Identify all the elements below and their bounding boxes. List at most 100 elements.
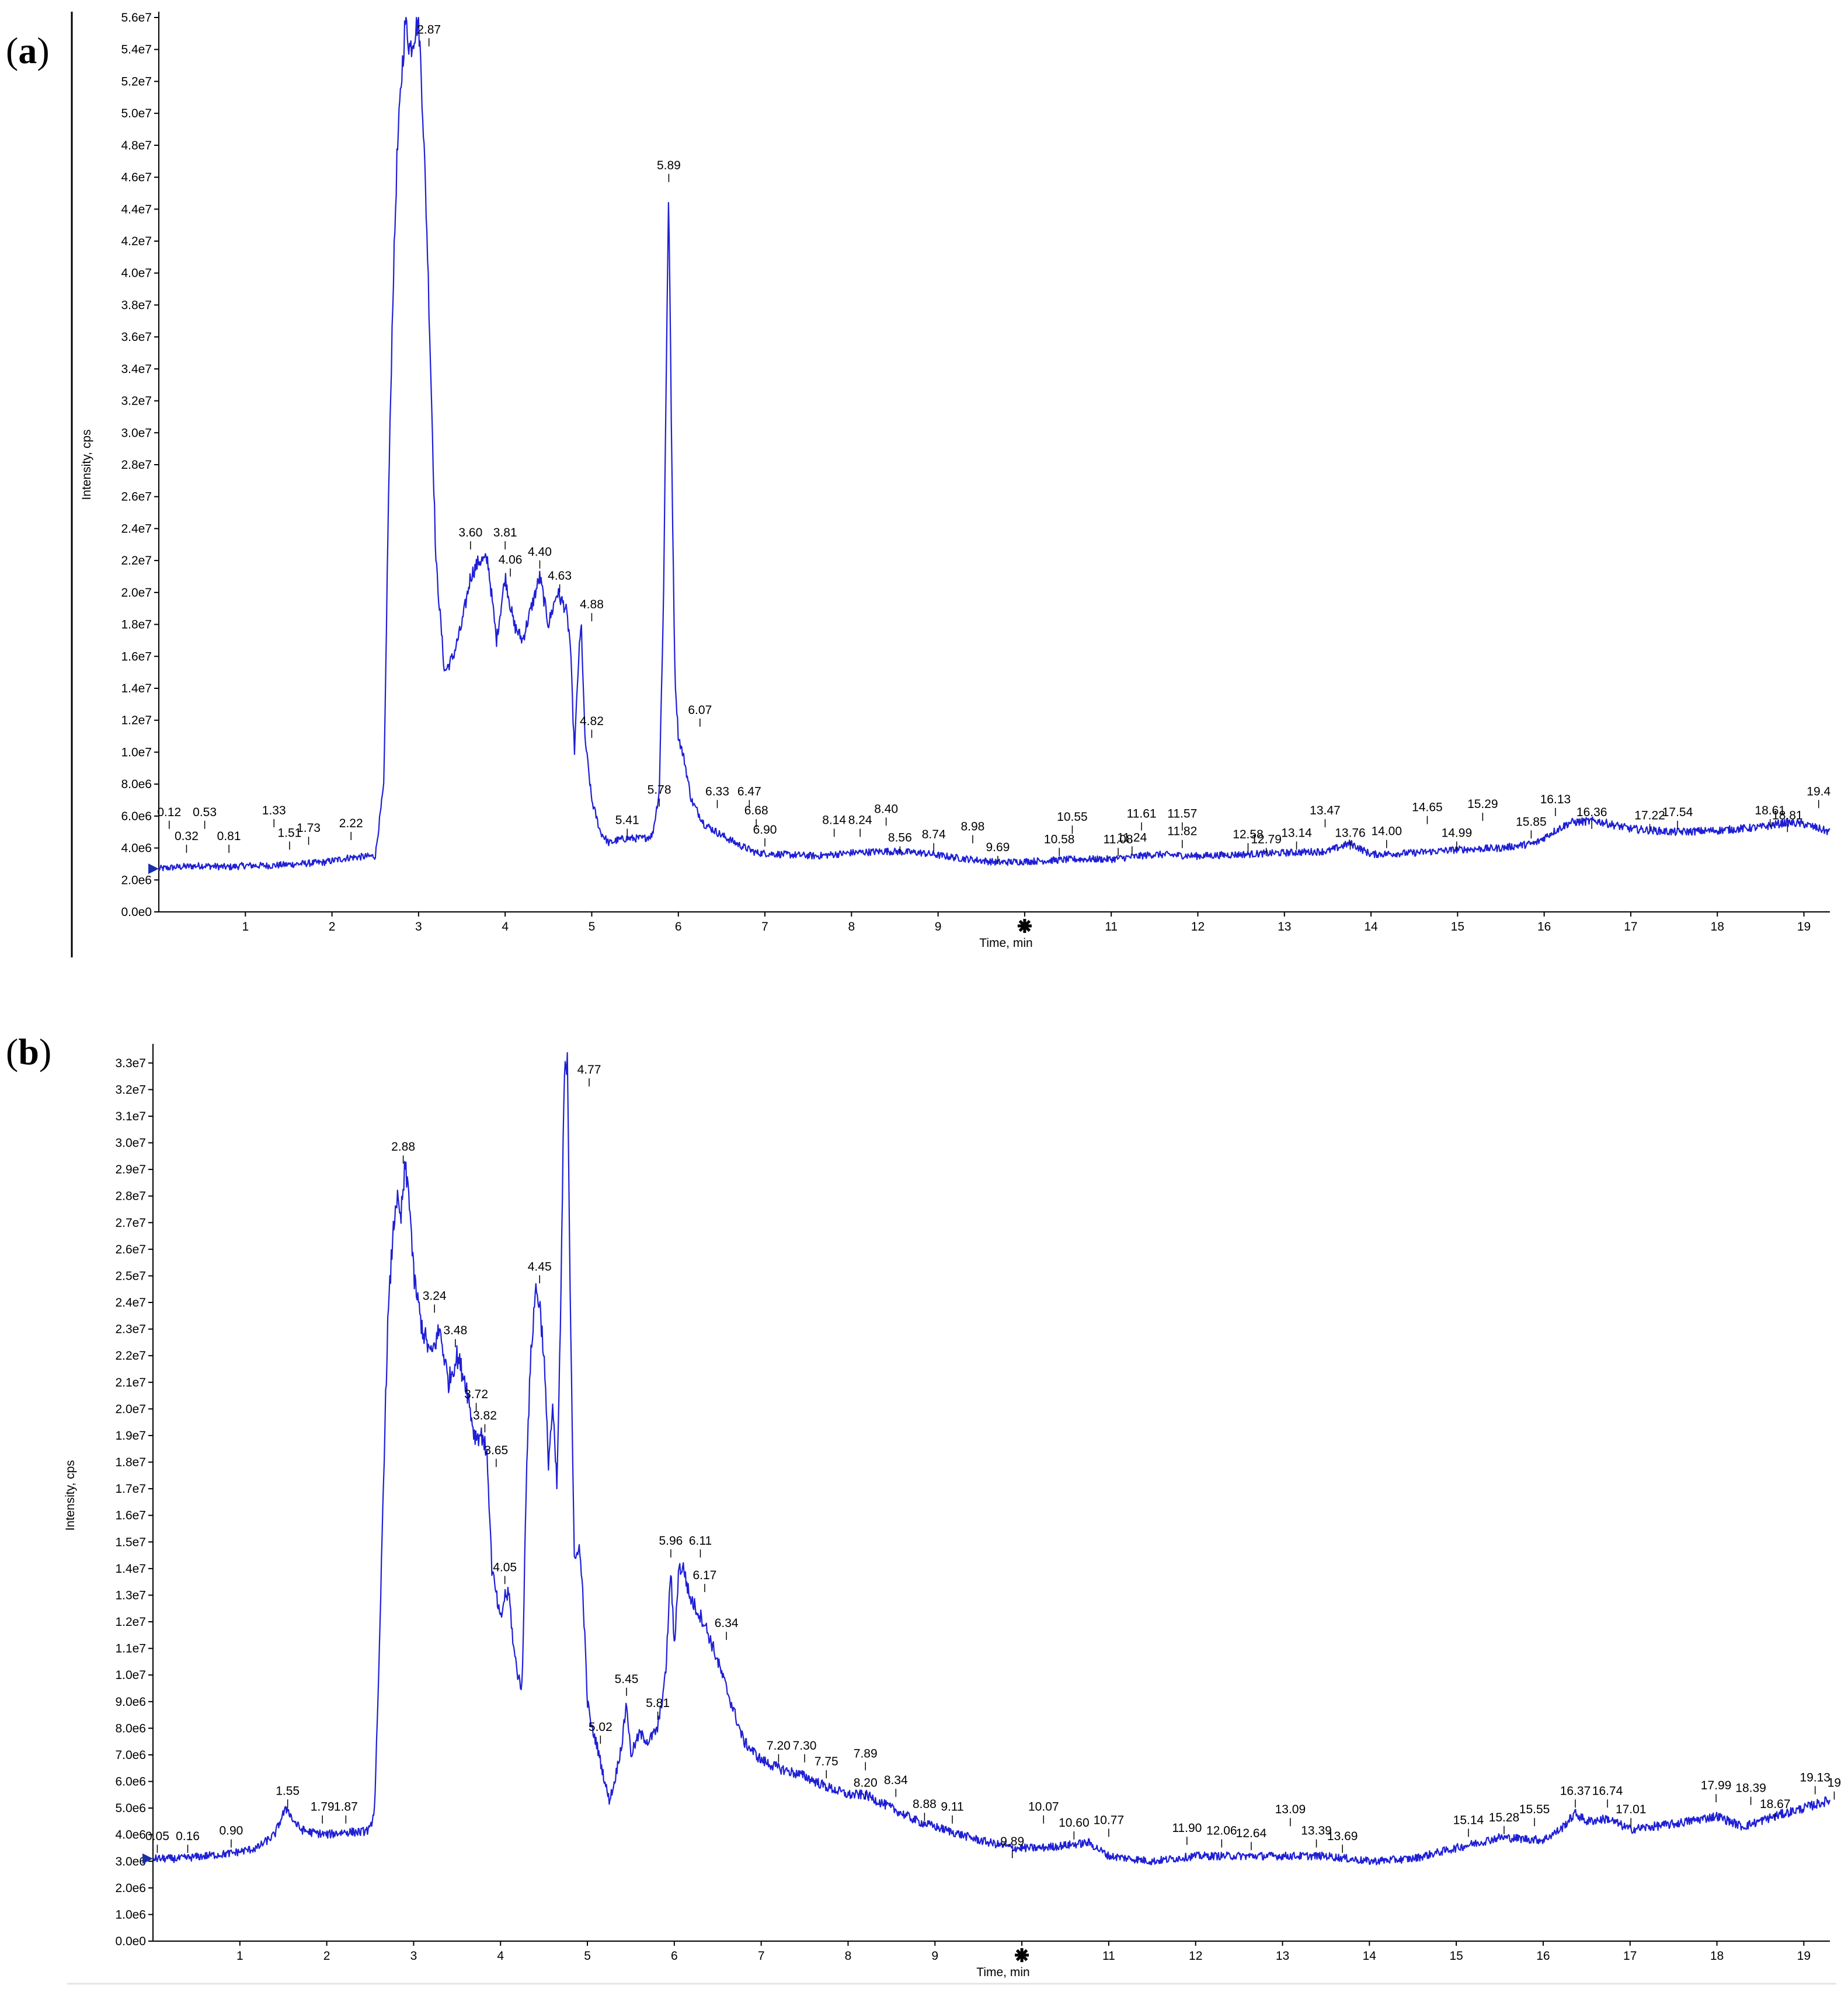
y-tick-label: 5.2e7: [121, 75, 152, 88]
x-tick-label: 16: [1536, 1949, 1550, 1963]
peak-label: 15.55: [1519, 1803, 1550, 1816]
y-tick-label: 1.6e7: [115, 1509, 146, 1523]
peak-label: 1.73: [297, 821, 321, 835]
y-tick-label: 1.2e7: [115, 1615, 146, 1629]
y-tick-label: 2.5e7: [115, 1269, 146, 1283]
x-tick-label: 6: [671, 1949, 678, 1963]
x-tick-label: 12: [1189, 1949, 1202, 1963]
y-tick-label: 2.1e7: [115, 1376, 146, 1389]
peak-label: 1.33: [262, 804, 286, 817]
y-tick-label: 3.6e7: [121, 330, 152, 344]
y-tick-label: 1.1e7: [115, 1642, 146, 1656]
peak-label: 4.88: [580, 598, 604, 611]
x-tick-label: 14: [1363, 1949, 1377, 1963]
y-tick-label: 2.9e7: [115, 1163, 146, 1176]
peak-label: 3.72: [464, 1388, 488, 1401]
x-tick-label: 15: [1451, 920, 1464, 933]
y-axis-title: Intensity, cps: [64, 1460, 77, 1531]
peak-label: 15.85: [1516, 815, 1547, 828]
y-tick-label: 1.5e7: [115, 1535, 146, 1549]
y-tick-label: 2.0e7: [115, 1402, 146, 1416]
y-tick-label: 1.4e7: [121, 682, 152, 695]
asterisk-icon[interactable]: [1017, 919, 1032, 933]
peak-label: 12.79: [1251, 832, 1282, 846]
y-tick-label: 2.2e7: [115, 1349, 146, 1363]
peak-label: 4.45: [528, 1260, 552, 1273]
peak-label: 13.47: [1310, 804, 1341, 817]
peak-label: 8.98: [960, 820, 984, 833]
peak-label: 8.74: [922, 828, 946, 841]
chart-b: 0.0e0 1.0e6 2.0e6 3.0e6 4.0e6 5.0e6 6.0e6 7.0e6…: [64, 1044, 1841, 1979]
peak-label: 4.77: [577, 1063, 601, 1077]
y-tick-label: 5.6e7: [121, 11, 152, 25]
peak-label: 5.41: [615, 814, 639, 827]
peak-label: 11.57: [1167, 807, 1197, 821]
peak-label: 8.56: [888, 831, 912, 845]
peak-label: 11.08: [1104, 832, 1133, 846]
y-tick-label: 8.0e6: [121, 778, 152, 791]
y-tick-label: 0.0e0: [121, 905, 152, 919]
peak-label: 13.39: [1301, 1824, 1332, 1838]
y-tick-label: 1.6e7: [121, 650, 152, 663]
x-tick-label: 2: [329, 920, 336, 933]
peak-label: 4.06: [499, 553, 523, 567]
y-tick-label: 3.0e6: [115, 1855, 146, 1868]
y-tick-label: 4.2e7: [121, 235, 152, 248]
peak-label: 13.14: [1281, 826, 1312, 839]
x-tick-label: 1: [236, 1949, 243, 1963]
y-tick-label: 2.8e7: [115, 1190, 146, 1203]
x-tick-label: 15: [1449, 1949, 1463, 1963]
x-tick-label: 16: [1537, 920, 1551, 933]
x-tick-label: 13: [1278, 920, 1291, 933]
y-tick-label: 4.8e7: [121, 139, 152, 152]
y-tick-label: 1.8e7: [121, 618, 152, 632]
peak-label: 9.89: [1000, 1835, 1024, 1848]
peak-label: 5.45: [615, 1673, 639, 1686]
peak-label: 15.29: [1467, 797, 1498, 811]
y-tick-label: 2.0e7: [121, 586, 152, 600]
peak-label: 1.87: [334, 1800, 358, 1814]
y-tick-label: 8.0e6: [115, 1722, 146, 1735]
y-tick-label: 1.0e7: [121, 746, 152, 759]
y-tick-label: 3.4e7: [121, 363, 152, 376]
y-tick-label: 6.0e6: [115, 1775, 146, 1789]
x-tick-label: 6: [675, 920, 682, 933]
peak-label: 4.82: [580, 715, 604, 728]
peak-label: 14.65: [1412, 801, 1443, 814]
y-tick-label: 9.0e6: [115, 1695, 146, 1709]
y-tick-label: 2.4e7: [115, 1296, 146, 1309]
x-tick-label: 18: [1710, 1949, 1724, 1963]
peak-label: 5.78: [648, 783, 671, 797]
x-tick-label: 8: [845, 1949, 852, 1963]
peak-label: 8.34: [884, 1774, 908, 1787]
peak-label: 19.4: [1807, 785, 1830, 798]
peak-label: 11.90: [1172, 1821, 1202, 1835]
peak-label: 16.13: [1540, 793, 1571, 806]
y-tick-label: 5.4e7: [121, 43, 152, 57]
peak-label: 17.01: [1616, 1803, 1647, 1816]
x-axis-title: Time, min: [976, 1966, 1029, 1979]
x-tick-label: 9: [935, 920, 942, 933]
peak-label: 11.61: [1127, 807, 1157, 821]
peak-label: 12.64: [1236, 1827, 1267, 1840]
peak-label: 14.99: [1442, 826, 1473, 839]
chromatogram-trace: [152, 1052, 1831, 1866]
x-tick-label: 17: [1623, 1949, 1637, 1963]
y-tick-label: 2.3e7: [115, 1323, 146, 1336]
peak-label: 10.58: [1044, 832, 1075, 846]
x-tick-label: 9: [931, 1949, 938, 1963]
asterisk-icon[interactable]: [1015, 1948, 1029, 1962]
peak-label: 15.28: [1489, 1811, 1520, 1824]
peak-label: 9.69: [986, 841, 1010, 854]
x-tick-label: 5: [584, 1949, 591, 1963]
peak-label: 2.88: [391, 1140, 415, 1154]
peak-label: 6.17: [692, 1569, 716, 1582]
peak-label: 6.07: [688, 703, 712, 717]
peak-label: 0.90: [219, 1824, 243, 1838]
y-tick-label: 2.6e7: [115, 1243, 146, 1256]
peak-label: 0.12: [157, 806, 181, 819]
y-tick-label: 1.2e7: [121, 714, 152, 727]
peak-label: 6.33: [705, 785, 729, 798]
y-tick-label: 2.8e7: [121, 458, 152, 472]
